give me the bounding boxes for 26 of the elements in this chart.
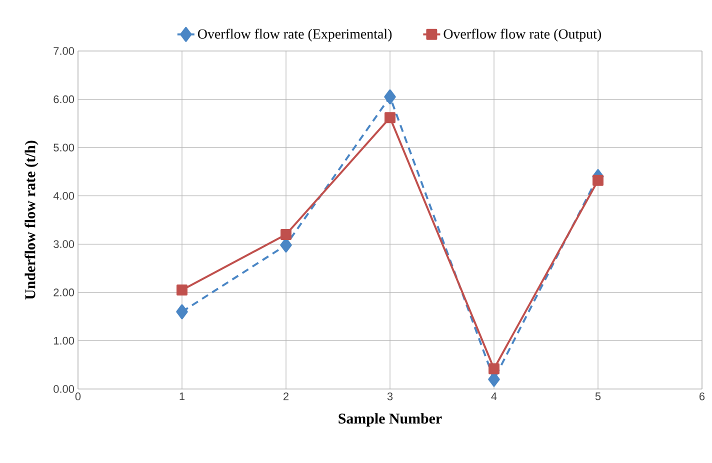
x-axis-title: Sample Number bbox=[338, 413, 442, 427]
point bbox=[176, 284, 188, 296]
y-tick-label: 1.00 bbox=[54, 336, 74, 345]
y-tick-label: 6.00 bbox=[54, 95, 74, 104]
x-tick-label: 0 bbox=[75, 392, 81, 400]
x-tick-label: 6 bbox=[700, 392, 705, 400]
y-tick-label: 2.00 bbox=[54, 288, 74, 296]
y-axis-title: Underflow flow rate (t/h) bbox=[24, 140, 38, 300]
y-tick-label: 3.00 bbox=[54, 240, 74, 248]
y-tick-label: 5.00 bbox=[54, 144, 74, 152]
legend-label: Overflow flow rate (Output) bbox=[444, 28, 601, 42]
x-tick-label: 4 bbox=[491, 392, 497, 400]
x-tick-label: 2 bbox=[284, 392, 288, 400]
x-tick-label: 1 bbox=[180, 392, 185, 400]
x-tick-label: 3 bbox=[387, 392, 393, 400]
point bbox=[488, 363, 500, 374]
point bbox=[280, 229, 292, 240]
y-tick-label: 0.00 bbox=[54, 385, 74, 393]
point bbox=[592, 174, 604, 186]
y-tick-label: 4.00 bbox=[53, 192, 74, 200]
point bbox=[384, 112, 396, 124]
y-tick-label: 7.00 bbox=[54, 47, 74, 55]
legend-label: Overflow flow rate (Experimental) bbox=[198, 28, 392, 42]
point bbox=[384, 89, 396, 104]
x-tick-label: 5 bbox=[595, 392, 601, 400]
point bbox=[176, 304, 188, 320]
